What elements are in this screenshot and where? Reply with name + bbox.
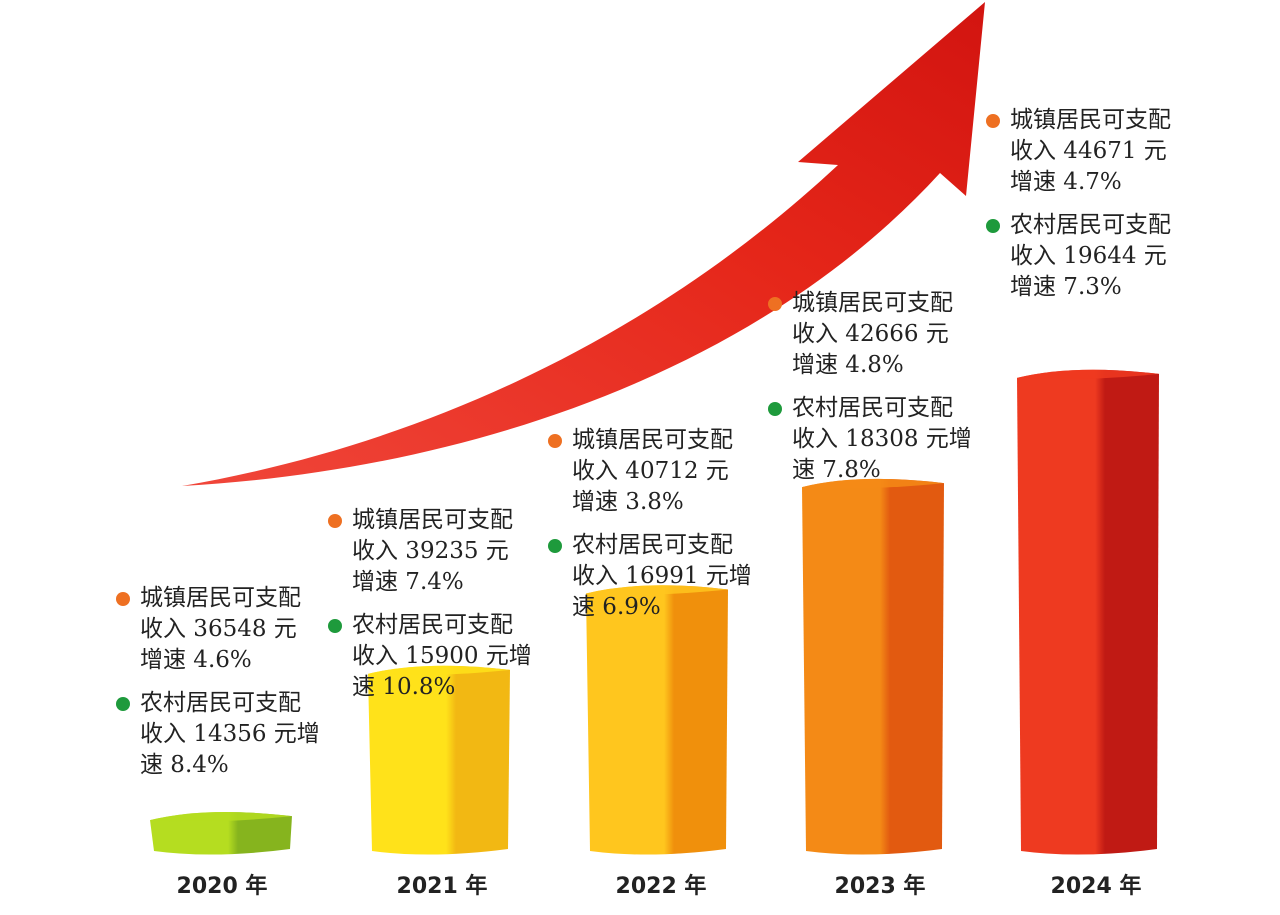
note-line: 农村居民可支配 (140, 690, 301, 716)
note-line: 收入 19644 元 (1010, 243, 1167, 269)
note-line: 速 8.4% (140, 752, 229, 778)
note-line: 增速 4.7% (1010, 169, 1122, 195)
year-label-2021: 2021 年 (396, 874, 488, 899)
urban-income-note: 城镇居民可支配 收入 40712 元 增速 3.8% (548, 425, 788, 518)
year-label-2024: 2024 年 (1050, 874, 1142, 899)
bars-layer (150, 369, 1159, 855)
note-line: 增速 7.3% (1010, 274, 1122, 300)
annotation-2024: 城镇居民可支配 收入 44671 元 增速 4.7% 农村居民可支配 收入 19… (986, 105, 1226, 303)
annotation-2020: 城镇居民可支配 收入 36548 元 增速 4.6% 农村居民可支配 收入 14… (116, 583, 356, 781)
bar-2021 (368, 665, 510, 855)
bar-top-face (150, 811, 292, 822)
bar-top-face (586, 585, 728, 595)
note-line: 增速 3.8% (572, 489, 684, 515)
note-line: 增速 4.8% (792, 352, 904, 378)
orange-dot-icon (548, 434, 562, 448)
bar-body (802, 478, 944, 855)
annotation-2022: 城镇居民可支配 收入 40712 元 增速 3.8% 农村居民可支配 收入 16… (548, 425, 788, 623)
note-line: 收入 44671 元 (1010, 138, 1167, 164)
note-line: 速 7.8% (792, 457, 881, 483)
note-line: 农村居民可支配 (792, 395, 953, 421)
note-line: 收入 18308 元增 (792, 426, 972, 452)
note-line: 增速 4.6% (140, 647, 252, 673)
orange-dot-icon (986, 114, 1000, 128)
annotation-2023: 城镇居民可支配 收入 42666 元 增速 4.8% 农村居民可支配 收入 18… (768, 288, 1008, 486)
rural-income-note: 农村居民可支配 收入 19644 元 增速 7.3% (986, 210, 1226, 303)
rural-income-note: 农村居民可支配 收入 18308 元增 速 7.8% (768, 393, 1008, 486)
bar-top-face (802, 478, 944, 489)
green-dot-icon (116, 697, 130, 711)
green-dot-icon (768, 402, 782, 416)
orange-dot-icon (328, 514, 342, 528)
green-dot-icon (548, 539, 562, 553)
year-label-2022: 2022 年 (615, 874, 707, 899)
bar-body (368, 665, 510, 855)
bar-2022 (586, 585, 728, 855)
note-line: 收入 16991 元增 (572, 563, 752, 589)
rural-income-note: 农村居民可支配 收入 15900 元增 速 10.8% (328, 610, 568, 703)
note-line: 收入 14356 元增 (140, 721, 320, 747)
bar-top-face (368, 665, 510, 676)
note-line: 收入 40712 元 (572, 458, 729, 484)
bar-2020 (150, 811, 292, 855)
bar-top-face (1017, 369, 1159, 380)
growth-trend-arrow (182, 2, 985, 486)
bar-2024 (1017, 369, 1159, 855)
note-line: 城镇居民可支配 (1010, 107, 1171, 133)
year-label-2023: 2023 年 (834, 874, 926, 899)
rural-income-note: 农村居民可支配 收入 16991 元增 速 6.9% (548, 530, 788, 623)
note-line: 收入 36548 元 (140, 616, 297, 642)
bar-2023 (802, 478, 944, 855)
note-line: 城镇居民可支配 (792, 290, 953, 316)
note-line: 速 10.8% (352, 674, 456, 700)
note-line: 速 6.9% (572, 594, 661, 620)
bar-body (586, 585, 728, 855)
annotation-2021: 城镇居民可支配 收入 39235 元 增速 7.4% 农村居民可支配 收入 15… (328, 505, 568, 703)
green-dot-icon (986, 219, 1000, 233)
urban-income-note: 城镇居民可支配 收入 36548 元 增速 4.6% (116, 583, 356, 676)
note-line: 城镇居民可支配 (572, 427, 733, 453)
note-line: 城镇居民可支配 (352, 507, 513, 533)
note-line: 农村居民可支配 (352, 612, 513, 638)
note-line: 收入 39235 元 (352, 538, 509, 564)
orange-dot-icon (116, 592, 130, 606)
year-label-2020: 2020 年 (176, 874, 268, 899)
bar-body (150, 811, 292, 855)
note-line: 农村居民可支配 (1010, 212, 1171, 238)
urban-income-note: 城镇居民可支配 收入 42666 元 增速 4.8% (768, 288, 1008, 381)
urban-income-note: 城镇居民可支配 收入 44671 元 增速 4.7% (986, 105, 1226, 198)
note-line: 城镇居民可支配 (140, 585, 301, 611)
urban-income-note: 城镇居民可支配 收入 39235 元 增速 7.4% (328, 505, 568, 598)
note-line: 增速 7.4% (352, 569, 464, 595)
rural-income-note: 农村居民可支配 收入 14356 元增 速 8.4% (116, 688, 356, 781)
note-line: 收入 42666 元 (792, 321, 949, 347)
note-line: 农村居民可支配 (572, 532, 733, 558)
green-dot-icon (328, 619, 342, 633)
note-line: 收入 15900 元增 (352, 643, 532, 669)
orange-dot-icon (768, 297, 782, 311)
bar-body (1017, 369, 1159, 855)
